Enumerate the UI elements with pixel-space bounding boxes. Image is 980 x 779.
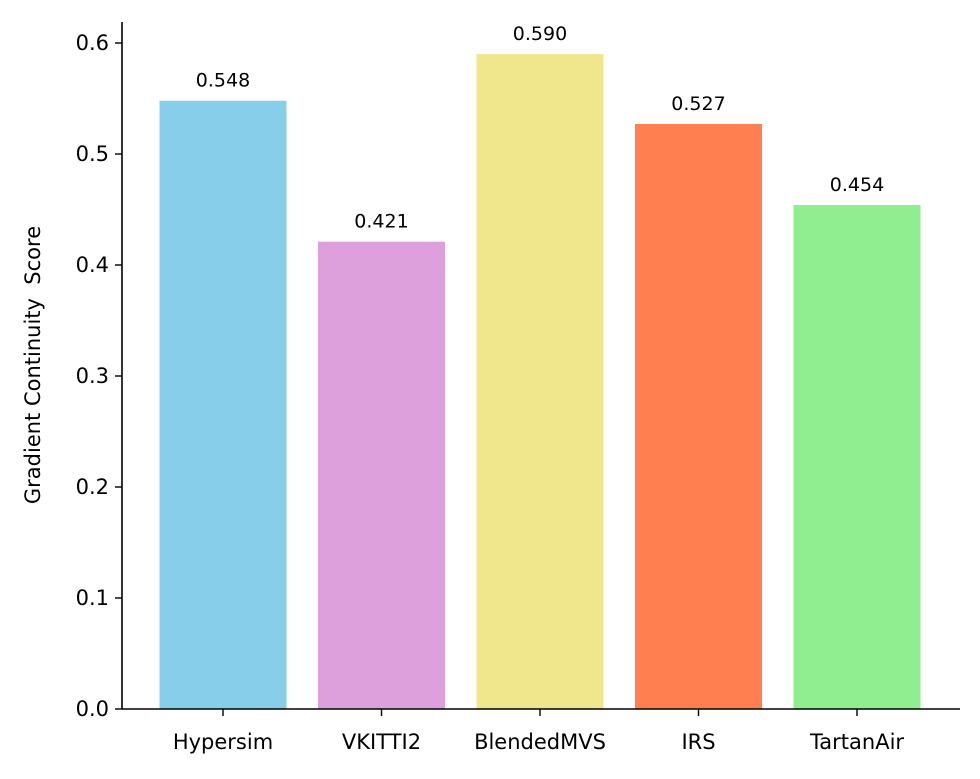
data-labels-group: 0.548 0.421 0.590 0.527 0.454 <box>196 23 884 233</box>
bar-vkitti2 <box>318 241 445 709</box>
data-label: 0.590 <box>513 23 567 45</box>
bars-group <box>159 54 921 710</box>
data-label: 0.548 <box>196 70 250 92</box>
x-ticks-group: Hypersim VKITTI2 BlendedMVS IRS TartanAir <box>173 709 904 754</box>
y-ticks-group: 0.0 0.1 0.2 0.3 0.4 0.5 0.6 <box>76 31 122 721</box>
data-label: 0.421 <box>354 211 408 233</box>
data-label: 0.527 <box>671 93 725 115</box>
y-tick-label: 0.1 <box>76 586 109 610</box>
y-tick-label: 0.6 <box>76 31 109 55</box>
y-tick-label: 0.4 <box>76 253 109 277</box>
x-tick-label: TartanAir <box>809 730 904 754</box>
x-tick-label: Hypersim <box>173 730 273 754</box>
x-tick-label: IRS <box>681 730 715 754</box>
y-tick-label: 0.0 <box>76 697 109 721</box>
y-tick-label: 0.3 <box>76 364 109 388</box>
data-label: 0.454 <box>830 174 884 196</box>
bar-tartanair <box>793 205 921 709</box>
y-tick-label: 0.5 <box>76 142 109 166</box>
bar-hypersim <box>159 100 287 710</box>
y-axis-label: Gradient Continuity Score <box>21 226 45 504</box>
x-tick-label: VKITTI2 <box>342 730 421 754</box>
x-tick-label: BlendedMVS <box>474 730 606 754</box>
bar-blendedmvs <box>476 54 604 710</box>
y-tick-label: 0.2 <box>76 475 109 499</box>
bar-irs <box>635 124 762 709</box>
